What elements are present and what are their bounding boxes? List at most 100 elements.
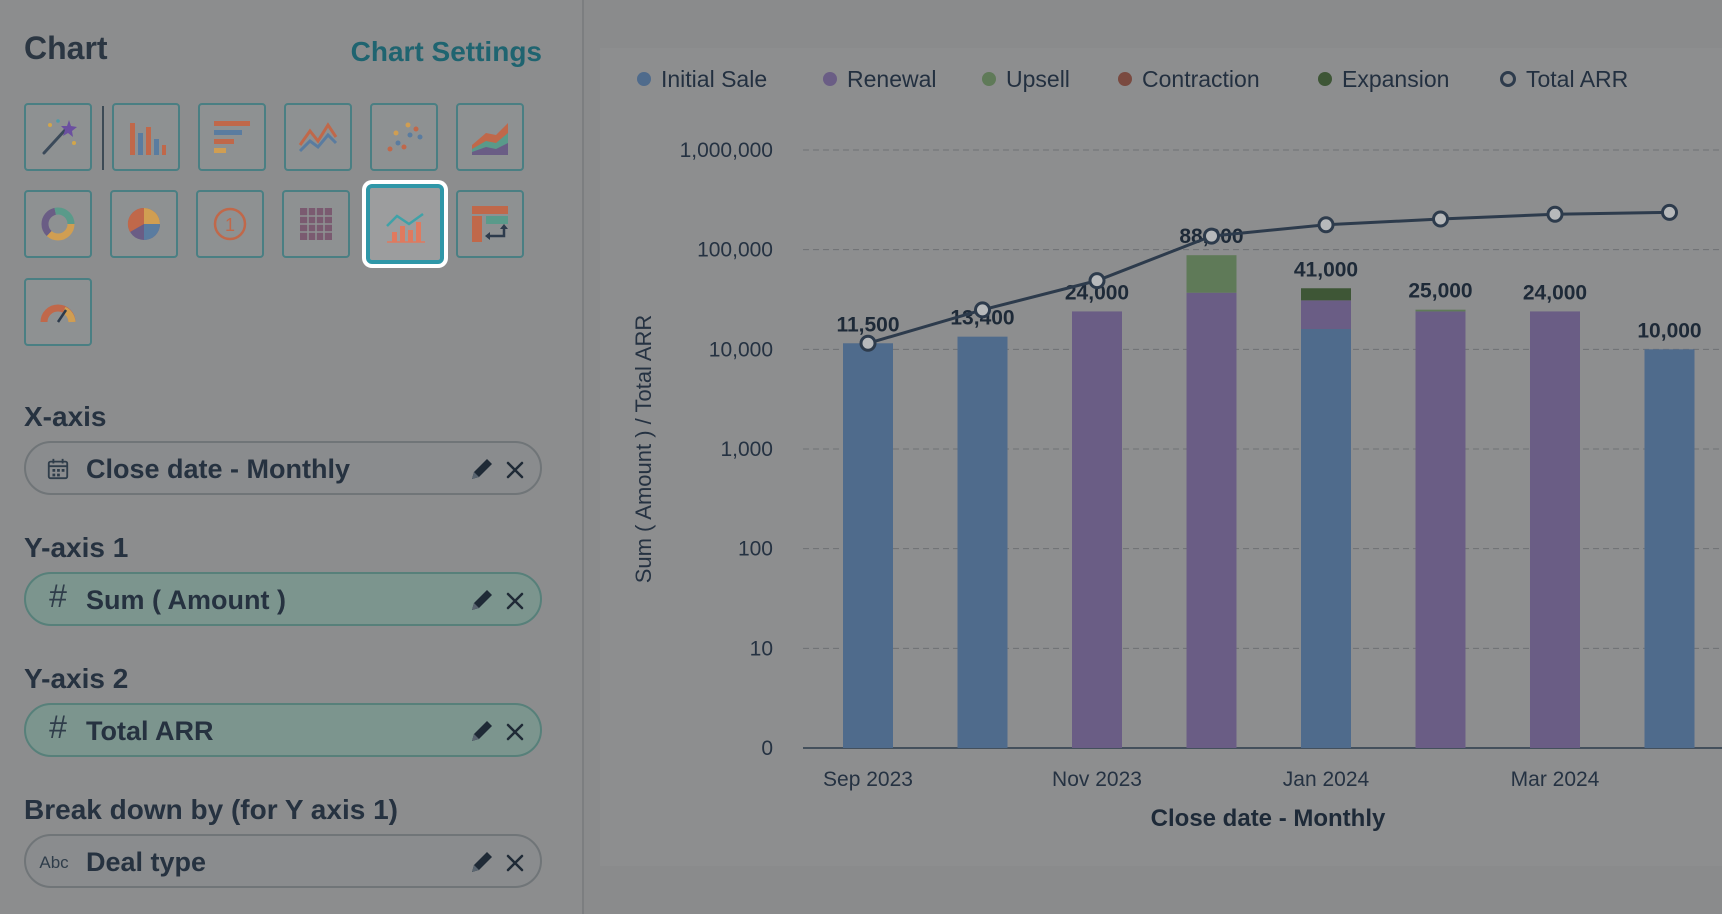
bar-segment	[1301, 328, 1351, 748]
y-axis-1-value: Sum ( Amount )	[86, 585, 286, 615]
chart-type-divider	[102, 106, 104, 170]
combo-chart-icon	[386, 212, 425, 243]
legend-dot-icon	[982, 71, 996, 86]
line-chart-icon	[298, 122, 338, 153]
x-tick-label: Jan 2024	[1283, 768, 1370, 791]
legend-label: Expansion	[1342, 66, 1450, 92]
legend-item-expansion[interactable]: Expansion	[1318, 66, 1449, 93]
breakdown-field[interactable]: Abc Deal type	[24, 834, 542, 888]
bar-segment	[843, 343, 893, 748]
bar-total-label: 10,000	[1637, 319, 1701, 342]
legend-dot-icon	[1318, 71, 1332, 86]
chart-type-single-value[interactable]: 1	[196, 190, 264, 258]
vertical-bar-chart-icon	[130, 123, 166, 155]
x-tick-label: Mar 2024	[1511, 768, 1600, 791]
chart-type-column[interactable]	[112, 103, 180, 171]
legend-item-upsell[interactable]: Upsell	[982, 66, 1070, 93]
scatter-chart-icon	[387, 122, 423, 152]
total-arr-point	[1546, 205, 1564, 223]
x-axis-value: Close date - Monthly	[86, 454, 351, 484]
bar-segment	[1415, 311, 1466, 748]
y-axis-2-field[interactable]: # Total ARR	[24, 703, 542, 757]
bar-segment	[1301, 300, 1351, 329]
bar-segment	[1301, 288, 1351, 301]
pie-chart-icon	[127, 207, 160, 240]
chart-type-donut[interactable]	[24, 190, 92, 258]
total-arr-point	[1203, 227, 1220, 245]
magic-wand-icon	[42, 119, 77, 155]
bar-segment	[1644, 349, 1695, 748]
bar-segment	[1072, 311, 1122, 748]
chart-type-bar[interactable]	[198, 103, 266, 171]
bar-segment	[1186, 292, 1237, 748]
bar-segment	[1415, 309, 1466, 312]
chart-type-auto[interactable]	[24, 103, 92, 171]
x-tick-label: Nov 2023	[1052, 768, 1142, 791]
x-axis-field[interactable]: Close date - Monthly	[24, 441, 542, 495]
donut-chart-icon	[41, 207, 75, 241]
total-arr-point	[1317, 216, 1335, 234]
total-arr-point	[974, 301, 991, 319]
chart-settings-link[interactable]: Chart Settings	[350, 36, 542, 67]
pencil-icon[interactable]	[468, 455, 496, 483]
close-icon[interactable]	[502, 719, 528, 745]
area-chart-icon	[472, 123, 508, 155]
breakdown-value: Deal type	[86, 847, 207, 877]
chart-type-table[interactable]	[282, 190, 350, 258]
chart-type-area[interactable]	[456, 103, 524, 171]
legend-item-renewal[interactable]: Renewal	[823, 66, 937, 93]
combo-chart: 1,000,000100,00010,0001,00010010011,500S…	[631, 139, 1722, 832]
y-tick-label: 1,000	[720, 438, 773, 461]
legend-label: Total ARR	[1526, 66, 1629, 92]
panel-title: Chart	[24, 30, 108, 66]
chart-type-pivot[interactable]	[456, 190, 524, 258]
legend-item-total-arr[interactable]: Total ARR	[1500, 66, 1628, 93]
bar-total-label: 24,000	[1065, 281, 1129, 304]
text-type-icon: Abc	[39, 853, 69, 872]
legend-dot-icon	[823, 71, 837, 86]
x-axis-label: X-axis	[24, 401, 107, 432]
x-tick-label: Sep 2023	[823, 768, 913, 791]
x-axis-title: Close date - Monthly	[1151, 805, 1386, 832]
chart-type-pie[interactable]	[110, 190, 178, 258]
pencil-icon[interactable]	[468, 848, 496, 876]
breakdown-label: Break down by (for Y axis 1)	[24, 794, 398, 825]
y-tick-label: 1,000,000	[680, 139, 773, 162]
hash-icon: #	[49, 577, 67, 614]
chart-type-gauge[interactable]	[24, 278, 92, 346]
pencil-icon[interactable]	[468, 717, 496, 745]
y-axis-1-field[interactable]: # Sum ( Amount )	[24, 572, 542, 626]
legend-dot-icon	[1118, 71, 1132, 86]
legend-item-initial-sale[interactable]: Initial Sale	[637, 66, 767, 93]
legend-ring-icon	[1500, 70, 1516, 87]
bar-total-label: 25,000	[1408, 280, 1472, 303]
close-icon[interactable]	[502, 457, 528, 483]
table-chart-icon	[300, 208, 332, 240]
y-axis-1-label: Y-axis 1	[24, 532, 129, 563]
legend-dot-icon	[637, 71, 651, 86]
pencil-icon[interactable]	[468, 586, 496, 614]
close-icon[interactable]	[502, 588, 528, 614]
y-tick-label: 100	[738, 538, 773, 561]
bar-segment	[1530, 311, 1580, 748]
total-arr-point	[859, 334, 877, 352]
svg-text:1: 1	[225, 215, 235, 235]
total-arr-point	[1661, 203, 1678, 221]
calendar-icon	[44, 455, 72, 483]
y-axis-2-value: Total ARR	[86, 716, 214, 746]
bar-segment	[1186, 255, 1237, 293]
chart-settings-panel: Chart Chart Settings	[0, 0, 584, 914]
chart-type-line[interactable]	[284, 103, 352, 171]
chart-container: 1,000,000 100,000 10,000 1,000 100 10 0 11,500 S…	[600, 48, 1722, 866]
legend-item-contraction[interactable]: Contraction	[1118, 66, 1260, 93]
total-arr-point	[1088, 272, 1106, 290]
chart-type-scatter[interactable]	[370, 103, 438, 171]
close-icon[interactable]	[502, 850, 528, 876]
bar-total-label: 24,000	[1523, 281, 1587, 304]
gauge-chart-icon	[40, 304, 76, 323]
bar-total-label: 11,500	[836, 313, 899, 336]
bar-total-label: 41,000	[1294, 258, 1358, 281]
total-arr-line	[867, 210, 1670, 345]
chart-type-combo[interactable]	[366, 184, 444, 264]
y-tick-label: 100,000	[697, 239, 773, 262]
